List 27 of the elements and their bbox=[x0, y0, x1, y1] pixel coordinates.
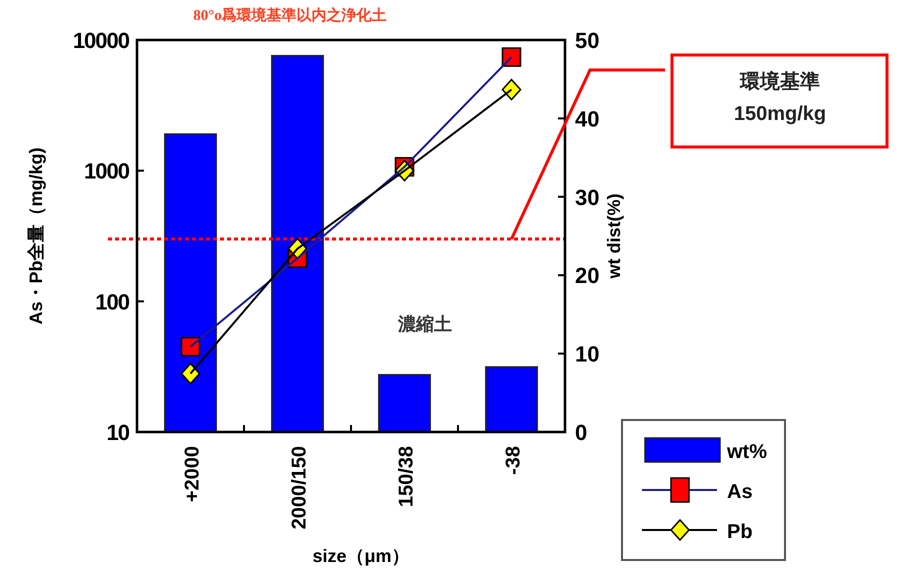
point bbox=[502, 78, 522, 100]
point bbox=[502, 47, 522, 67]
x-tick-label: 2000/150 bbox=[288, 446, 310, 530]
legend-label: As bbox=[727, 481, 753, 503]
y-tick-label: 1000 bbox=[84, 158, 130, 184]
point bbox=[180, 336, 200, 356]
y2-tick-label: 50 bbox=[575, 28, 600, 53]
point bbox=[180, 362, 200, 384]
annotation: 濃縮土 bbox=[397, 314, 452, 334]
x-tick-label: -38 bbox=[502, 446, 524, 475]
chart-title: 80°o爲環境基準以内之浄化土 bbox=[193, 6, 387, 24]
y-tick-label: 10000 bbox=[72, 28, 130, 53]
y2-tick-label: 10 bbox=[575, 342, 600, 367]
y-tick-label: 10 bbox=[106, 420, 130, 445]
y2-tick-label: 0 bbox=[575, 420, 588, 445]
legend-label: wt% bbox=[726, 441, 768, 463]
legend-label: Pb bbox=[727, 521, 753, 543]
y2-tick-label: 40 bbox=[575, 106, 600, 132]
x-axis-title: size（μm） bbox=[312, 546, 410, 566]
y2-tick-label: 30 bbox=[575, 184, 600, 210]
y-tick-label: 100 bbox=[95, 289, 130, 314]
text: 環境基準 150mg/kg bbox=[734, 70, 826, 125]
y-axis-title: As・Pb全量（mg/kg) bbox=[26, 147, 46, 325]
x-tick-label: 150/38 bbox=[396, 446, 418, 508]
y2-tick-label: 20 bbox=[575, 263, 600, 288]
y2-axis-title: wt dist(%) bbox=[604, 194, 624, 280]
x-tick-label: +2000 bbox=[182, 446, 204, 502]
